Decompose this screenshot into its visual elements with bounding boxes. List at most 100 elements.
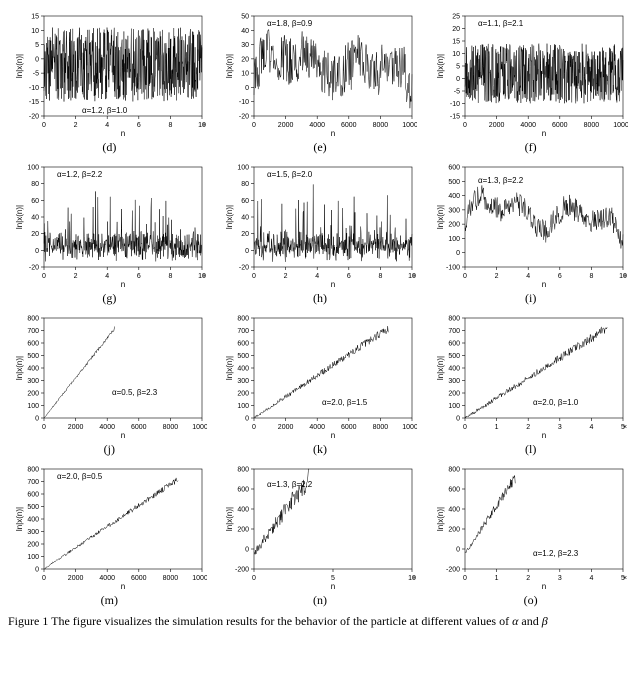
svg-text:700: 700 <box>448 328 460 335</box>
panel-d: -20-15-10-50510150246810× 10⁴nln|x(n)|α=… <box>8 8 211 155</box>
svg-text:0: 0 <box>463 122 467 129</box>
svg-text:-10: -10 <box>29 85 39 92</box>
svg-text:400: 400 <box>448 193 460 200</box>
svg-text:× 10⁴: × 10⁴ <box>412 273 417 280</box>
svg-text:4: 4 <box>105 273 109 280</box>
plot-h: -200204060801000246810× 10⁴nln|x(n)|α=1.… <box>222 159 417 289</box>
svg-text:-10: -10 <box>450 101 460 108</box>
svg-text:40: 40 <box>31 215 39 222</box>
svg-text:400: 400 <box>448 507 460 514</box>
svg-text:× 10⁴: × 10⁴ <box>623 424 628 431</box>
svg-text:20: 20 <box>452 26 460 33</box>
svg-text:400: 400 <box>27 517 39 524</box>
svg-text:α=1.3, β=2.2: α=1.3, β=2.2 <box>267 480 313 489</box>
svg-text:ln|x(n)|: ln|x(n)| <box>15 54 24 78</box>
svg-text:n: n <box>331 129 335 138</box>
svg-text:× 10⁴: × 10⁴ <box>623 273 628 280</box>
svg-text:600: 600 <box>27 492 39 499</box>
svg-text:10000: 10000 <box>192 575 207 582</box>
svg-text:n: n <box>121 129 125 138</box>
svg-text:ln|x(n)|: ln|x(n)| <box>15 205 24 229</box>
svg-text:500: 500 <box>448 179 460 186</box>
svg-text:3: 3 <box>558 424 562 431</box>
svg-text:0: 0 <box>42 575 46 582</box>
svg-text:0: 0 <box>463 424 467 431</box>
plot-n: -20002004006008000510× 10⁵nln|x(n)|α=1.3… <box>222 461 417 591</box>
svg-text:40: 40 <box>242 28 250 35</box>
svg-text:800: 800 <box>238 467 250 474</box>
svg-text:6000: 6000 <box>552 122 568 129</box>
svg-text:-20: -20 <box>239 265 249 272</box>
svg-text:0: 0 <box>253 273 257 280</box>
svg-text:5: 5 <box>456 64 460 71</box>
svg-text:800: 800 <box>448 467 460 474</box>
svg-text:15: 15 <box>452 39 460 46</box>
svg-text:× 10⁴: × 10⁴ <box>623 575 628 582</box>
svg-text:2: 2 <box>284 273 288 280</box>
svg-text:-200: -200 <box>446 567 460 574</box>
svg-text:-5: -5 <box>454 89 460 96</box>
svg-text:0: 0 <box>42 273 46 280</box>
svg-text:2: 2 <box>526 575 530 582</box>
svg-text:500: 500 <box>448 353 460 360</box>
svg-text:10: 10 <box>31 28 39 35</box>
svg-text:0: 0 <box>456 547 460 554</box>
svg-text:ln|x(n)|: ln|x(n)| <box>15 356 24 380</box>
svg-text:80: 80 <box>242 181 250 188</box>
svg-text:100: 100 <box>238 403 250 410</box>
svg-text:100: 100 <box>27 165 39 172</box>
svg-text:8000: 8000 <box>162 575 178 582</box>
svg-text:5: 5 <box>35 42 39 49</box>
svg-text:ln|x(n)|: ln|x(n)| <box>225 54 234 78</box>
svg-text:ln|x(n)|: ln|x(n)| <box>225 356 234 380</box>
svg-text:× 10⁴: × 10⁴ <box>202 122 207 129</box>
svg-text:50: 50 <box>242 14 250 21</box>
svg-text:6: 6 <box>558 273 562 280</box>
svg-text:800: 800 <box>27 316 39 323</box>
svg-text:200: 200 <box>448 391 460 398</box>
svg-text:100: 100 <box>238 165 250 172</box>
panel-g: -200204060801000246810× 10⁴nln|x(n)|α=1.… <box>8 159 211 306</box>
svg-text:300: 300 <box>238 378 250 385</box>
svg-text:α=2.0, β=1.0: α=2.0, β=1.0 <box>533 398 579 407</box>
plot-g: -200204060801000246810× 10⁴nln|x(n)|α=1.… <box>12 159 207 289</box>
svg-text:× 10⁵: × 10⁵ <box>412 575 417 582</box>
svg-text:200: 200 <box>238 527 250 534</box>
svg-text:n: n <box>542 129 546 138</box>
svg-text:300: 300 <box>27 378 39 385</box>
svg-text:n: n <box>331 280 335 289</box>
svg-text:n: n <box>121 280 125 289</box>
svg-text:0: 0 <box>463 273 467 280</box>
svg-text:α=1.2, β=1.0: α=1.2, β=1.0 <box>82 106 128 115</box>
svg-text:n: n <box>121 582 125 591</box>
svg-text:10000: 10000 <box>403 424 418 431</box>
panel-e: -20-10010203040500200040006000800010000n… <box>219 8 422 155</box>
svg-text:0: 0 <box>35 416 39 423</box>
svg-text:4000: 4000 <box>99 575 115 582</box>
svg-text:0: 0 <box>456 250 460 257</box>
svg-text:ln|x(n)|: ln|x(n)| <box>436 356 445 380</box>
panel-letter-d: (d) <box>102 140 116 155</box>
panel-j: 0100200300400500600700800020004000600080… <box>8 310 211 457</box>
svg-text:0: 0 <box>253 424 257 431</box>
svg-text:ln|x(n)|: ln|x(n)| <box>225 507 234 531</box>
svg-text:4: 4 <box>590 424 594 431</box>
svg-text:700: 700 <box>238 328 250 335</box>
svg-text:700: 700 <box>27 328 39 335</box>
svg-text:200: 200 <box>448 527 460 534</box>
panel-letter-i: (i) <box>525 291 536 306</box>
svg-text:200: 200 <box>27 391 39 398</box>
svg-text:8: 8 <box>168 122 172 129</box>
svg-text:30: 30 <box>242 42 250 49</box>
plot-l: 0100200300400500600700800012345× 10⁴nln|… <box>433 310 628 440</box>
svg-text:0: 0 <box>253 575 257 582</box>
svg-text:4: 4 <box>526 273 530 280</box>
svg-text:80: 80 <box>31 181 39 188</box>
svg-text:200: 200 <box>238 391 250 398</box>
svg-text:6000: 6000 <box>131 575 147 582</box>
svg-text:600: 600 <box>238 487 250 494</box>
svg-text:100: 100 <box>27 554 39 561</box>
svg-text:0: 0 <box>246 416 250 423</box>
svg-text:0: 0 <box>456 416 460 423</box>
svg-text:6000: 6000 <box>341 424 357 431</box>
